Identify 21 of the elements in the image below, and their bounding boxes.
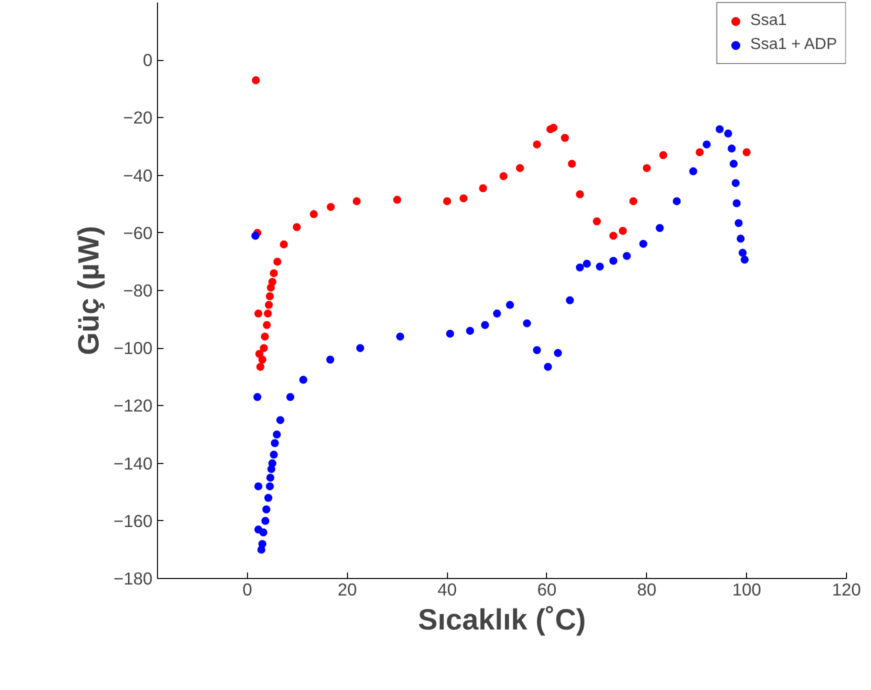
- x-tick-label: 40: [437, 580, 457, 600]
- y-axis-title: Güç (µW): [72, 226, 106, 356]
- y-tick-label: −20: [123, 108, 153, 128]
- y-tick-label: 0: [142, 50, 153, 70]
- x-tick-label: 60: [537, 580, 557, 600]
- y-tick-label: −80: [123, 280, 153, 300]
- legend-label: Ssa1: [750, 12, 787, 30]
- legend-label: Ssa1 + ADP: [750, 36, 837, 54]
- y-tick-label: −60: [123, 222, 153, 243]
- y-tick-label: −100: [113, 338, 152, 358]
- x-tick-label: 100: [732, 580, 762, 600]
- y-tick-label: −120: [113, 396, 152, 416]
- y-tick-label: −160: [113, 510, 152, 531]
- x-axis-title: Sıcaklık (˚C): [418, 604, 586, 636]
- y-tick-label: −140: [113, 453, 152, 474]
- x-tick-label: 120: [832, 580, 861, 600]
- x-tick-label: 20: [338, 580, 357, 600]
- x-tick-label: 0: [242, 580, 252, 600]
- y-tick-label: −180: [113, 568, 152, 588]
- y-tick-label: −40: [123, 165, 153, 186]
- x-tick-label: 80: [637, 580, 656, 600]
